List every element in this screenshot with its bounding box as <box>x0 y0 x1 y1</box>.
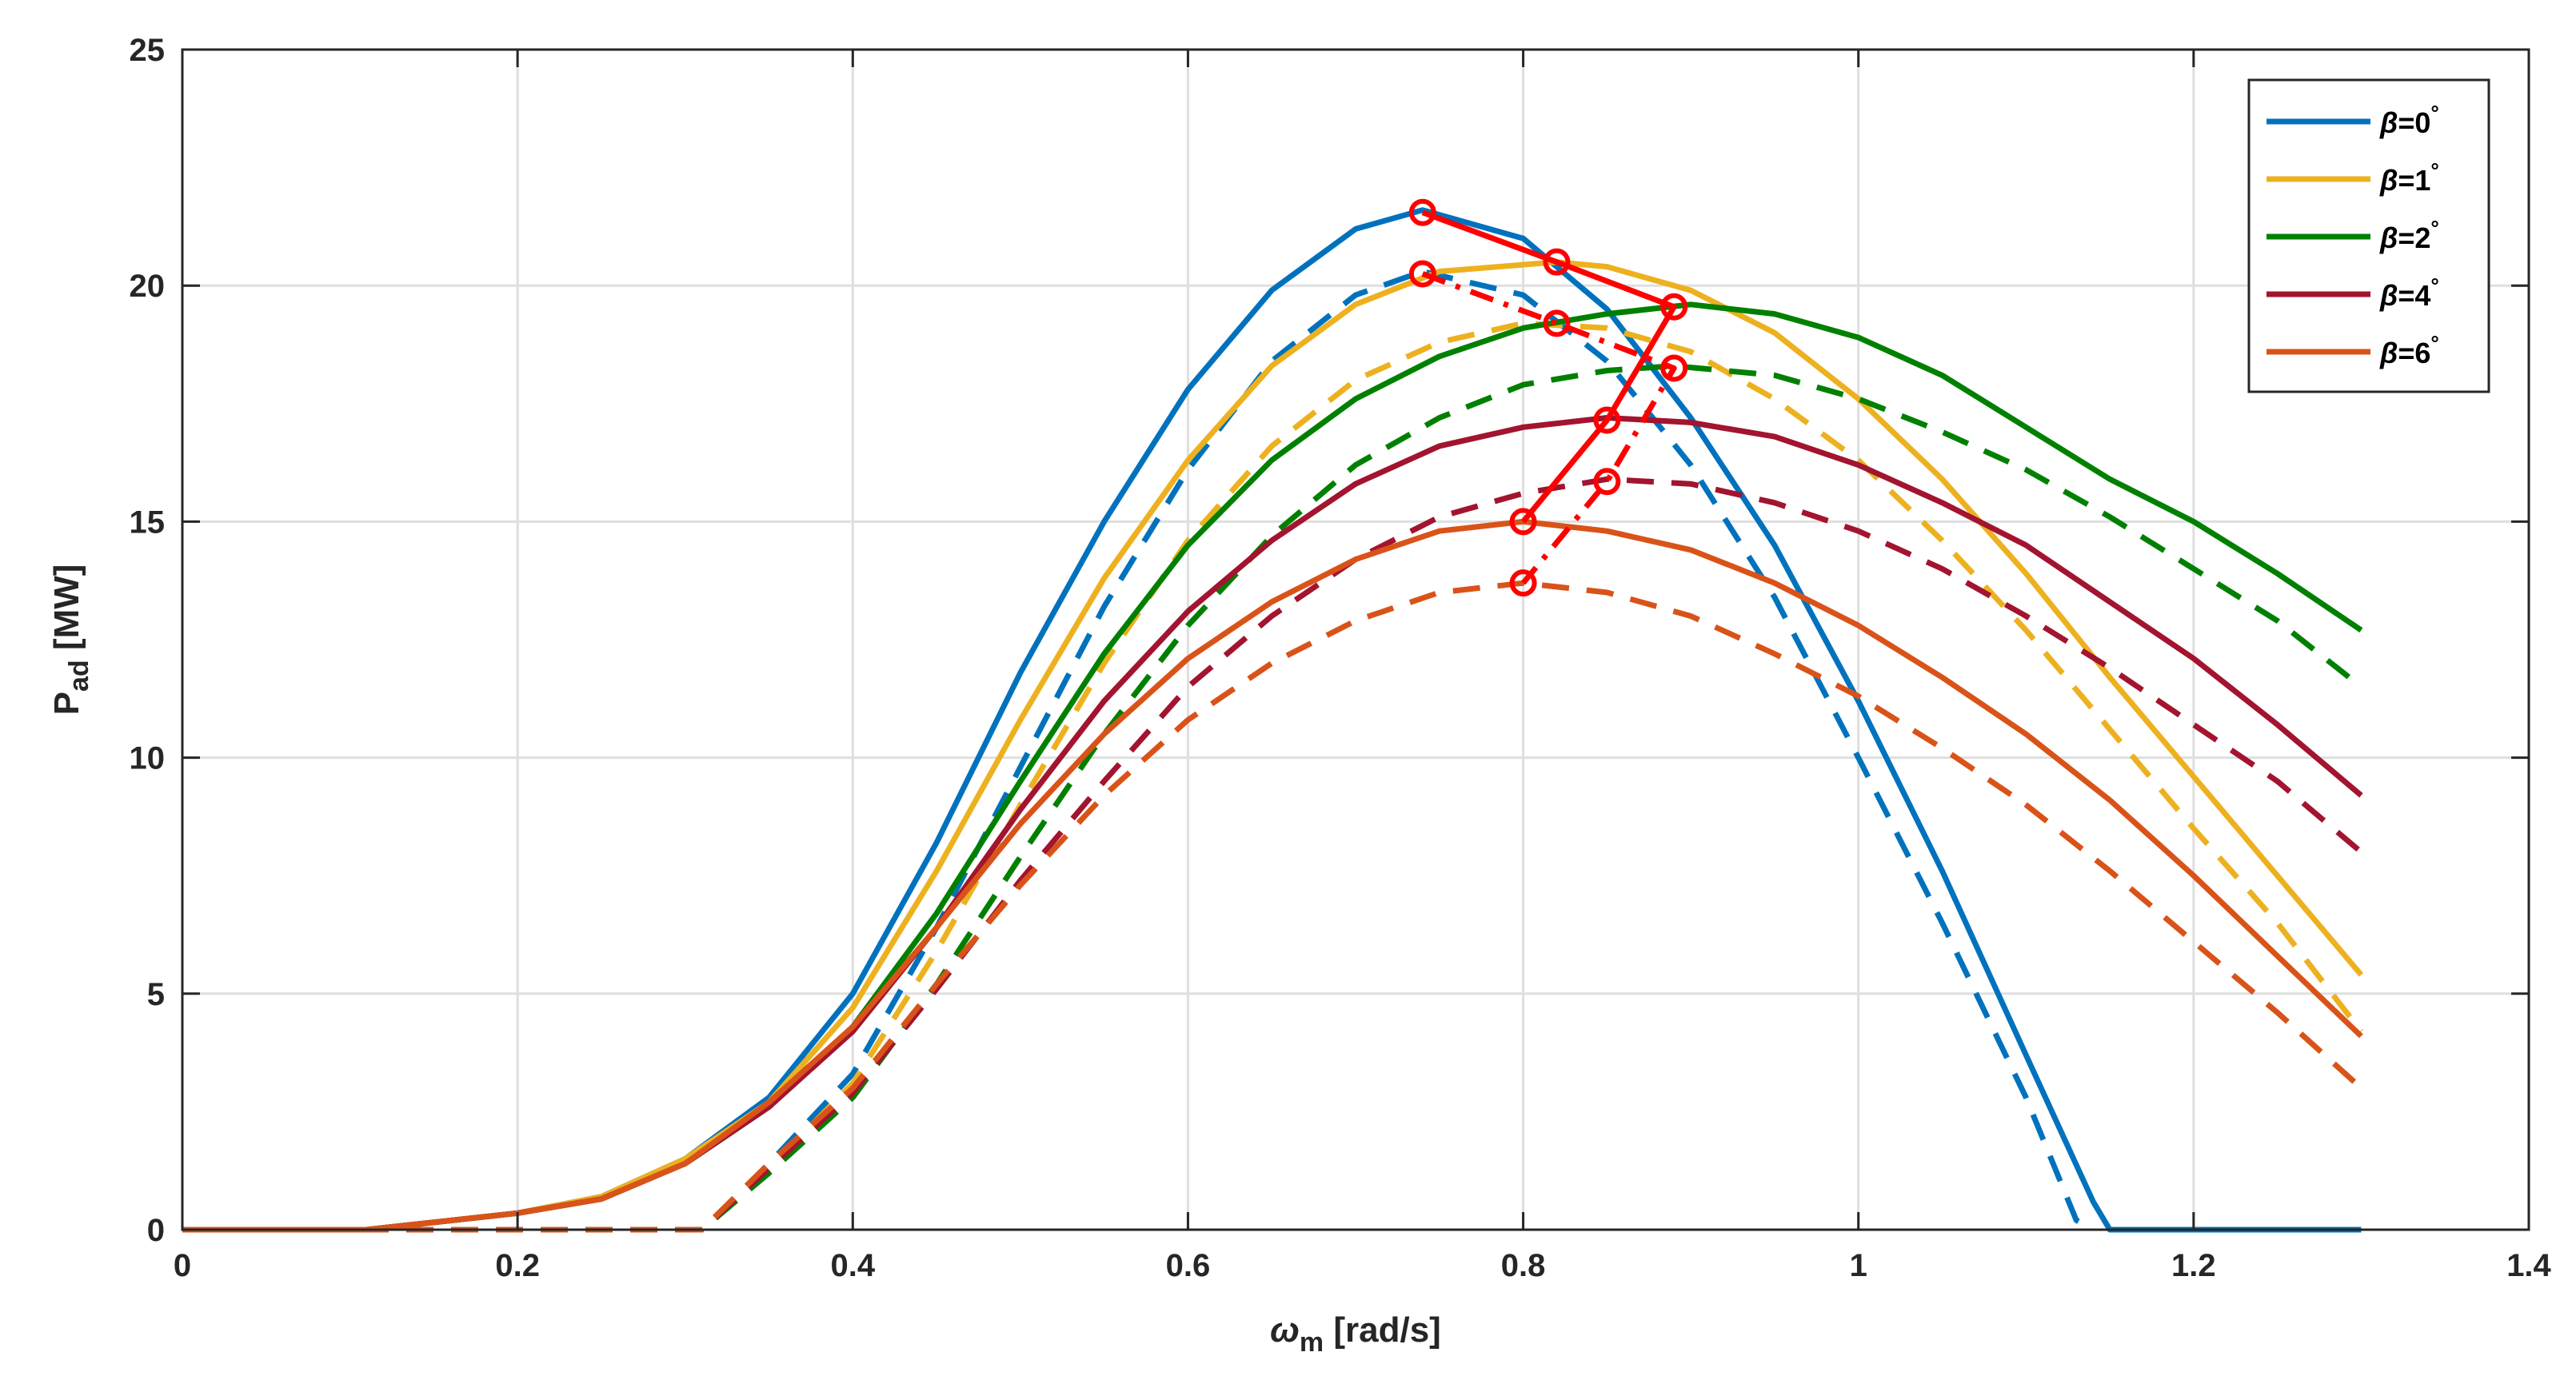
x-tick-label: 0.6 <box>1166 1248 1211 1283</box>
series-marker <box>1543 309 1571 337</box>
legend-degree: ° <box>2430 101 2438 125</box>
series-marker <box>1408 260 1436 288</box>
series-marker <box>1660 293 1688 321</box>
series-marker <box>1509 508 1537 536</box>
x-axis-unit: [rad/s] <box>1333 1310 1440 1350</box>
legend-label: β=6° <box>2379 331 2439 369</box>
legend-label: β=4° <box>2379 273 2439 312</box>
y-tick-label: 10 <box>130 741 166 776</box>
legend-value: =1 <box>2398 164 2430 197</box>
legend-label: β=0° <box>2379 101 2439 139</box>
series-line-10 <box>1421 209 1677 524</box>
series-marker <box>1593 468 1621 496</box>
y-axis-unit: [MW] <box>47 564 86 651</box>
series-line-2 <box>182 259 2364 1233</box>
y-axis-symbol: P <box>47 692 86 715</box>
series-marker <box>1593 406 1621 434</box>
x-tick-label: 0.2 <box>495 1248 540 1283</box>
x-tick-label: 1 <box>1850 1248 1867 1283</box>
legend-degree: ° <box>2430 158 2438 182</box>
x-tick-label: 0.4 <box>830 1248 875 1283</box>
legend-beta-symbol: β <box>2379 164 2398 197</box>
plot-series <box>182 198 2364 1233</box>
y-tick-label: 25 <box>130 33 166 68</box>
series-marker <box>1543 248 1571 276</box>
x-axis-symbol: ω <box>1270 1310 1300 1350</box>
grid <box>182 50 2529 1230</box>
series-line-8 <box>182 518 2363 1233</box>
legend-value: =6 <box>2398 337 2430 369</box>
y-tick-label: 15 <box>130 505 166 540</box>
x-tick-label: 1.2 <box>2171 1248 2216 1283</box>
legend-beta-symbol: β <box>2379 279 2398 312</box>
legend-value: =0 <box>2398 106 2430 139</box>
series-marker <box>1408 198 1436 226</box>
legend-value: =4 <box>2398 279 2430 312</box>
axis-ticks <box>181 48 2530 1231</box>
x-axis-subscript: m <box>1300 1327 1324 1358</box>
legend: β=0°β=1°β=2°β=4°β=6° <box>2247 78 2490 393</box>
legend-degree: ° <box>2430 216 2438 240</box>
legend-beta-symbol: β <box>2379 221 2398 254</box>
series-line-5 <box>182 363 2363 1233</box>
legend-label: β=2° <box>2379 216 2439 254</box>
x-tick-label: 1.4 <box>2506 1248 2551 1283</box>
legend-beta-symbol: β <box>2379 337 2398 369</box>
y-axis-title: Pad [MW] <box>47 564 94 716</box>
y-axis-subscript: ad <box>64 660 94 692</box>
legend-value: =2 <box>2398 221 2430 254</box>
series-marker <box>1660 354 1688 382</box>
series-line-1 <box>182 269 2095 1233</box>
legend-label: β=1° <box>2379 158 2439 197</box>
series-marker <box>1509 569 1537 597</box>
y-tick-label: 20 <box>130 269 166 304</box>
series-line-9 <box>182 580 2363 1233</box>
y-tick-label: 5 <box>147 977 165 1012</box>
x-tick-label: 0.8 <box>1501 1248 1546 1283</box>
legend-degree: ° <box>2430 331 2438 355</box>
plot-frame <box>181 48 2530 1231</box>
y-tick-label: 0 <box>147 1213 165 1248</box>
legend-beta-symbol: β <box>2379 106 2398 139</box>
series-line-11 <box>1421 271 1677 585</box>
series-line-3 <box>182 320 2364 1233</box>
x-tick-label: 0 <box>174 1248 191 1283</box>
tick-labels: 0 0.2 0.4 0.6 0.8 1 1.2 1.4 0 5 10 15 20 25 <box>130 33 2552 1283</box>
legend-degree: ° <box>2430 273 2438 297</box>
x-axis-title: ωm [rad/s] <box>1270 1310 1441 1358</box>
